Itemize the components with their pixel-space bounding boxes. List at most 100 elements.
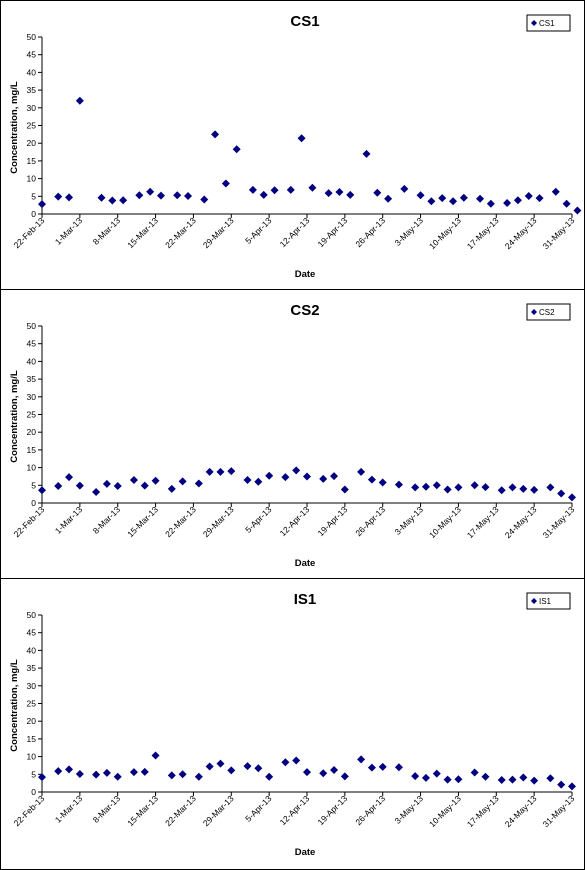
data-point (292, 466, 301, 475)
y-tick-label: 35 (27, 663, 37, 673)
y-tick-label: 35 (27, 85, 37, 95)
y-tick-label: 15 (27, 445, 37, 455)
y-axis-label: Concentration, mg/L (9, 81, 20, 174)
x-tick-label: 24-May-13 (503, 793, 539, 829)
x-tick-label: 1-Mar-13 (53, 504, 85, 536)
data-point (297, 134, 306, 143)
data-point (324, 189, 333, 198)
data-point (243, 762, 252, 771)
data-point (156, 191, 165, 200)
data-point (146, 187, 155, 196)
data-point (184, 191, 193, 200)
x-tick-label: 5-Apr-13 (243, 215, 274, 246)
data-point (92, 770, 101, 779)
data-point (573, 206, 582, 215)
data-point (97, 193, 106, 202)
data-point (254, 477, 263, 486)
legend-box (526, 303, 571, 321)
x-tick-label: 10-May-13 (427, 504, 463, 540)
y-tick-label: 0 (31, 787, 36, 797)
data-point (449, 197, 458, 206)
data-point (319, 769, 328, 778)
x-tick-label: 5-Apr-13 (243, 793, 274, 824)
data-point (173, 191, 182, 200)
data-point (362, 149, 371, 158)
y-tick-label: 30 (27, 681, 37, 691)
x-tick-label: 1-Mar-13 (53, 215, 85, 247)
x-tick-label: 8-Mar-13 (91, 793, 123, 825)
data-point (481, 772, 490, 781)
x-tick-label: 24-May-13 (503, 215, 539, 251)
data-point (286, 185, 295, 194)
data-point (432, 769, 441, 778)
x-tick-label: 8-Mar-13 (91, 504, 123, 536)
legend-box (526, 592, 571, 610)
data-point (411, 483, 420, 492)
x-tick-label: 5-Apr-13 (243, 504, 274, 535)
data-point (519, 773, 528, 782)
data-point (411, 772, 420, 781)
y-tick-label: 30 (27, 103, 37, 113)
x-tick-label: 10-May-13 (427, 793, 463, 829)
data-point (486, 199, 495, 208)
data-point (357, 467, 366, 476)
data-point (232, 145, 241, 154)
y-tick-label: 50 (27, 610, 37, 620)
data-point (38, 200, 46, 209)
data-point (421, 482, 430, 491)
data-point (497, 486, 506, 495)
legend-box (526, 14, 571, 32)
x-tick-label: 19-Apr-13 (315, 793, 349, 827)
data-point (205, 762, 214, 771)
data-point (102, 768, 111, 777)
data-point (281, 473, 290, 482)
x-axis-label: Date (295, 558, 316, 569)
data-point (54, 482, 63, 491)
y-tick-label: 5 (31, 191, 36, 201)
legend-label: CS1 (539, 19, 555, 28)
data-point (113, 772, 122, 781)
data-point (568, 782, 576, 791)
data-point (519, 484, 528, 493)
data-point (400, 184, 409, 193)
x-tick-label: 24-May-13 (503, 504, 539, 540)
y-axis-label: Concentration, mg/L (9, 370, 20, 463)
data-point (227, 766, 236, 775)
y-tick-label: 40 (27, 67, 37, 77)
x-tick-label: 22-Feb-13 (12, 215, 47, 250)
data-point (292, 756, 301, 765)
data-point (513, 196, 522, 205)
data-point (562, 199, 571, 208)
data-point (568, 493, 576, 502)
y-tick-label: 10 (27, 174, 37, 184)
data-point (459, 193, 468, 202)
legend-marker-icon (531, 309, 537, 315)
y-tick-label: 10 (27, 463, 37, 473)
y-tick-label: 15 (27, 734, 37, 744)
data-point (535, 194, 544, 203)
y-tick-label: 50 (27, 32, 37, 42)
data-point (421, 773, 430, 782)
data-point (476, 194, 485, 203)
x-tick-label: 26-Apr-13 (353, 504, 387, 538)
x-tick-label: 3-May-13 (393, 215, 426, 248)
data-point (546, 483, 555, 492)
data-point (367, 475, 376, 484)
data-point (119, 196, 128, 205)
data-point (508, 775, 517, 784)
y-tick-label: 5 (31, 769, 36, 779)
data-point (335, 188, 344, 197)
data-point (346, 190, 355, 199)
data-point (65, 765, 74, 774)
y-tick-label: 25 (27, 410, 37, 420)
data-point (54, 767, 63, 776)
y-tick-label: 40 (27, 356, 37, 366)
y-tick-label: 20 (27, 138, 37, 148)
y-tick-label: 0 (31, 498, 36, 508)
data-point (308, 183, 317, 192)
x-tick-label: 1-Mar-13 (53, 793, 85, 825)
data-point (38, 773, 46, 782)
y-axis-label: Concentration, mg/L (9, 659, 20, 752)
data-point (270, 186, 279, 195)
legend-marker-icon (531, 20, 537, 26)
